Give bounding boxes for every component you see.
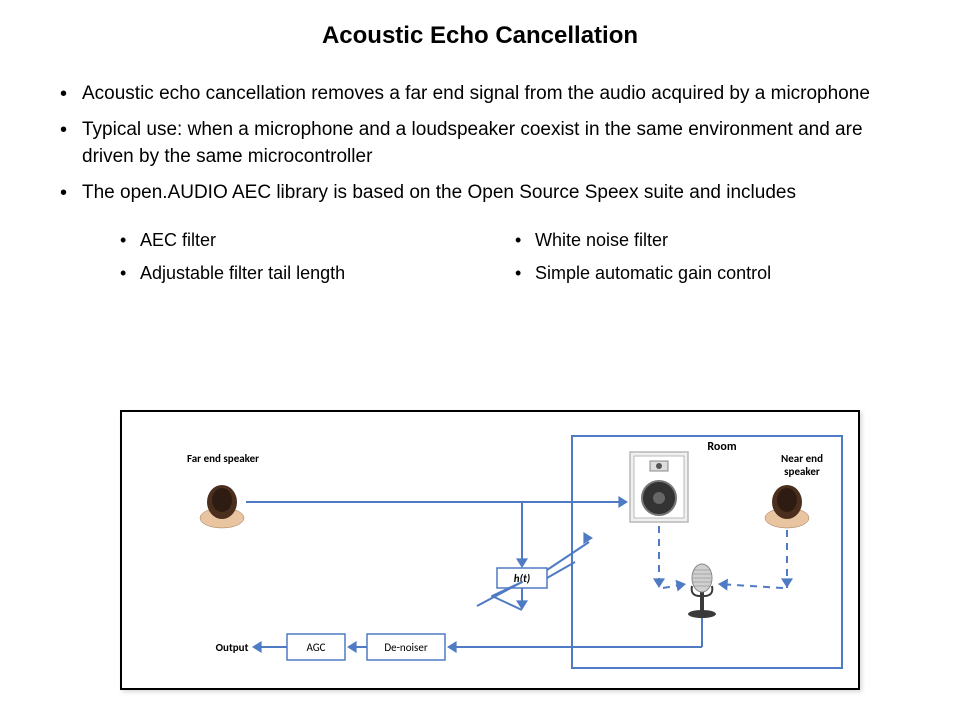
svg-text:Room: Room (707, 440, 736, 454)
svg-text:Far end speaker: Far end speaker (187, 452, 259, 465)
sub-right-1: White noise filter (515, 224, 910, 256)
main-bullets: Acoustic echo cancellation removes a far… (0, 50, 960, 206)
svg-text:Near endspeaker: Near endspeaker (781, 452, 823, 478)
svg-text:De-noiser: De-noiser (384, 641, 427, 654)
bullet-1: Acoustic echo cancellation removes a far… (60, 80, 910, 108)
sub-left-2: Adjustable filter tail length (120, 257, 515, 289)
sub-left-1: AEC filter (120, 224, 515, 256)
diagram-svg: RoomFar end speakerNear endspeakerh(t)AG… (122, 412, 858, 688)
sub-right-2: Simple automatic gain control (515, 257, 910, 289)
bullet-3: The open.AUDIO AEC library is based on t… (60, 179, 910, 207)
page-title: Acoustic Echo Cancellation (0, 0, 960, 50)
diagram-frame: RoomFar end speakerNear endspeakerh(t)AG… (120, 410, 860, 690)
sub-col-left: AEC filter Adjustable filter tail length (120, 224, 515, 289)
svg-text:AGC: AGC (306, 641, 325, 654)
bullet-2: Typical use: when a microphone and a lou… (60, 116, 910, 171)
sub-col-right: White noise filter Simple automatic gain… (515, 224, 910, 289)
sub-bullets: AEC filter Adjustable filter tail length… (0, 214, 960, 289)
svg-text:Output: Output (216, 641, 249, 654)
